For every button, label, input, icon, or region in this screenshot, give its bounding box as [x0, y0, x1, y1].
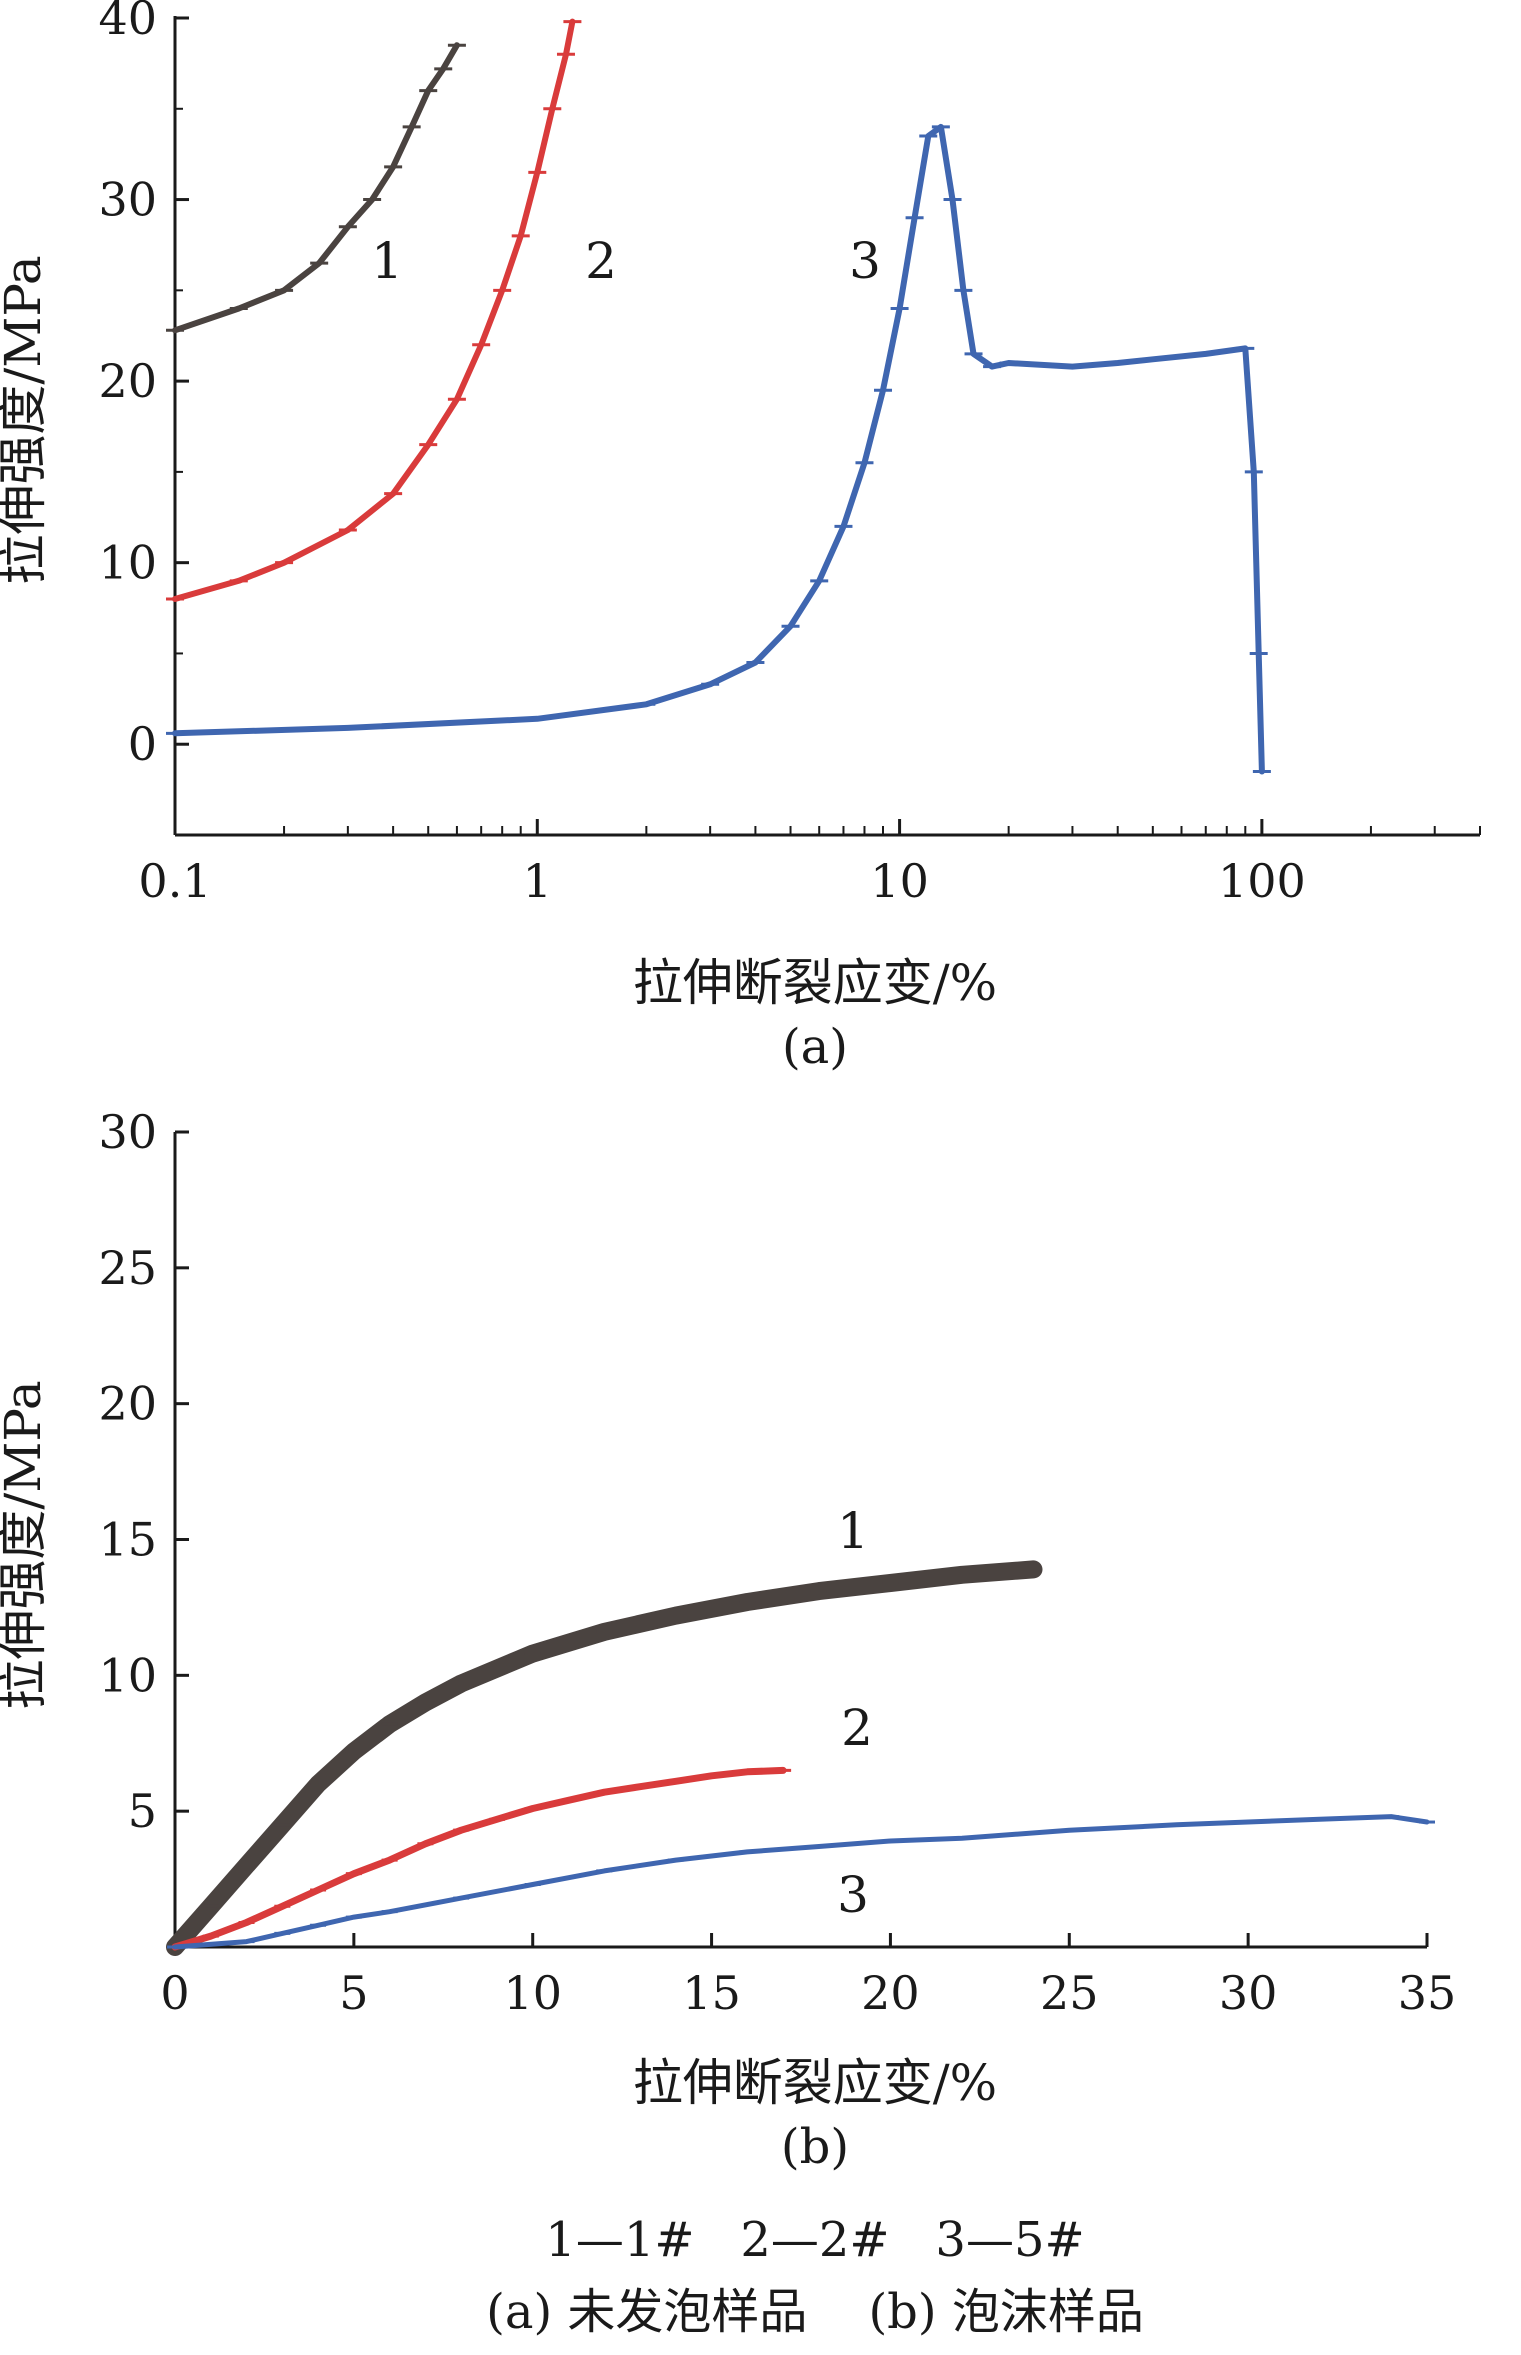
panel-a-curve-label-2: 2 — [585, 232, 617, 290]
panel-b-curve-label-2: 2 — [841, 1699, 873, 1757]
panel-a-series-3-line — [175, 127, 1262, 772]
panel-b-xtick-label: 15 — [682, 1966, 741, 2020]
panel-b-xtick-label: 5 — [339, 1966, 368, 2020]
panel-b-xtick-label: 30 — [1219, 1966, 1278, 2020]
panel-a-curve-label-3: 3 — [849, 232, 881, 290]
panel-b-ticks: 5 10 15 20 25 30 0 5 10 15 20 25 30 35 — [98, 1105, 1456, 2020]
panel-a-axes — [175, 16, 1480, 835]
panel-b-xtick-label: 20 — [861, 1966, 920, 2020]
panel-b-ytick-label: 20 — [98, 1377, 157, 1431]
panel-b-series-3-line — [175, 1817, 1427, 1947]
panel-b-ytick-label: 10 — [98, 1648, 157, 1702]
panel-a-ytick-label: 30 — [98, 173, 157, 227]
panel-b-xtick-label: 25 — [1040, 1966, 1099, 2020]
legend-line: 1—1# 2—2# 3—5# — [545, 2212, 1084, 2268]
panel-b-xlabel: 拉伸断裂应变/% — [633, 2054, 997, 2112]
panel-b-curve-label-1: 1 — [837, 1502, 869, 1560]
panel-b-xtick-label: 0 — [160, 1966, 189, 2020]
panel-b-ytick-label: 15 — [98, 1513, 157, 1567]
panel-b-ytick-label: 30 — [98, 1105, 157, 1159]
panel-b-ytick-label: 25 — [98, 1241, 157, 1295]
panel-b-title: (b) — [781, 2119, 849, 2175]
panel-a-ticks: 0 10 20 30 40 0.1 1 10 100 — [98, 0, 1480, 908]
panel-a-xtick-label: 10 — [870, 854, 929, 908]
panel-b-series — [167, 1569, 1435, 1947]
panel-a-xtick-label: 0.1 — [138, 854, 211, 908]
chart-panel-b: 5 10 15 20 25 30 0 5 10 15 20 25 30 35 拉伸强度/MPa 拉伸断裂应… — [0, 1105, 1456, 2175]
chart-panel-a: 0 10 20 30 40 0.1 1 10 100 拉伸强度/MPa 拉伸断裂应变/% (a)… — [0, 0, 1480, 1075]
panel-a-ytick-label: 10 — [98, 536, 157, 590]
panel-b-curve-label-3: 3 — [837, 1866, 869, 1924]
panel-a-xtick-label: 100 — [1218, 854, 1306, 908]
figure: 0102030400.1 1 10 100 拉伸强度/MPa 拉伸断裂应变/% (a)… — [0, 0, 1521, 2355]
panel-a-series — [166, 22, 1271, 772]
panel-a-ytick-label: 20 — [98, 354, 157, 408]
panel-a-ytick-label: 40 — [98, 0, 157, 45]
panel-a-xtick-label: 1 — [523, 854, 552, 908]
panel-b-xtick-label: 10 — [503, 1966, 562, 2020]
panel-b-series-1-line — [175, 1569, 1034, 1947]
panel-b-ytick-label: 5 — [128, 1784, 157, 1838]
panel-a-curve-label-1: 1 — [371, 232, 403, 290]
caption-line: (a) 未发泡样品 (b) 泡沫样品 — [486, 2284, 1144, 2340]
panel-b-ylabel: 拉伸强度/MPa — [0, 1380, 52, 1709]
panel-a-title: (a) — [782, 1019, 848, 1075]
panel-a-ytick-label: 0 — [128, 717, 157, 771]
panel-b-xtick-label: 35 — [1398, 1966, 1457, 2020]
panel-a-ylabel: 拉伸强度/MPa — [0, 255, 52, 584]
panel-a-series-1-line — [175, 45, 457, 330]
panel-a-xlabel: 拉伸断裂应变/% — [633, 954, 997, 1012]
